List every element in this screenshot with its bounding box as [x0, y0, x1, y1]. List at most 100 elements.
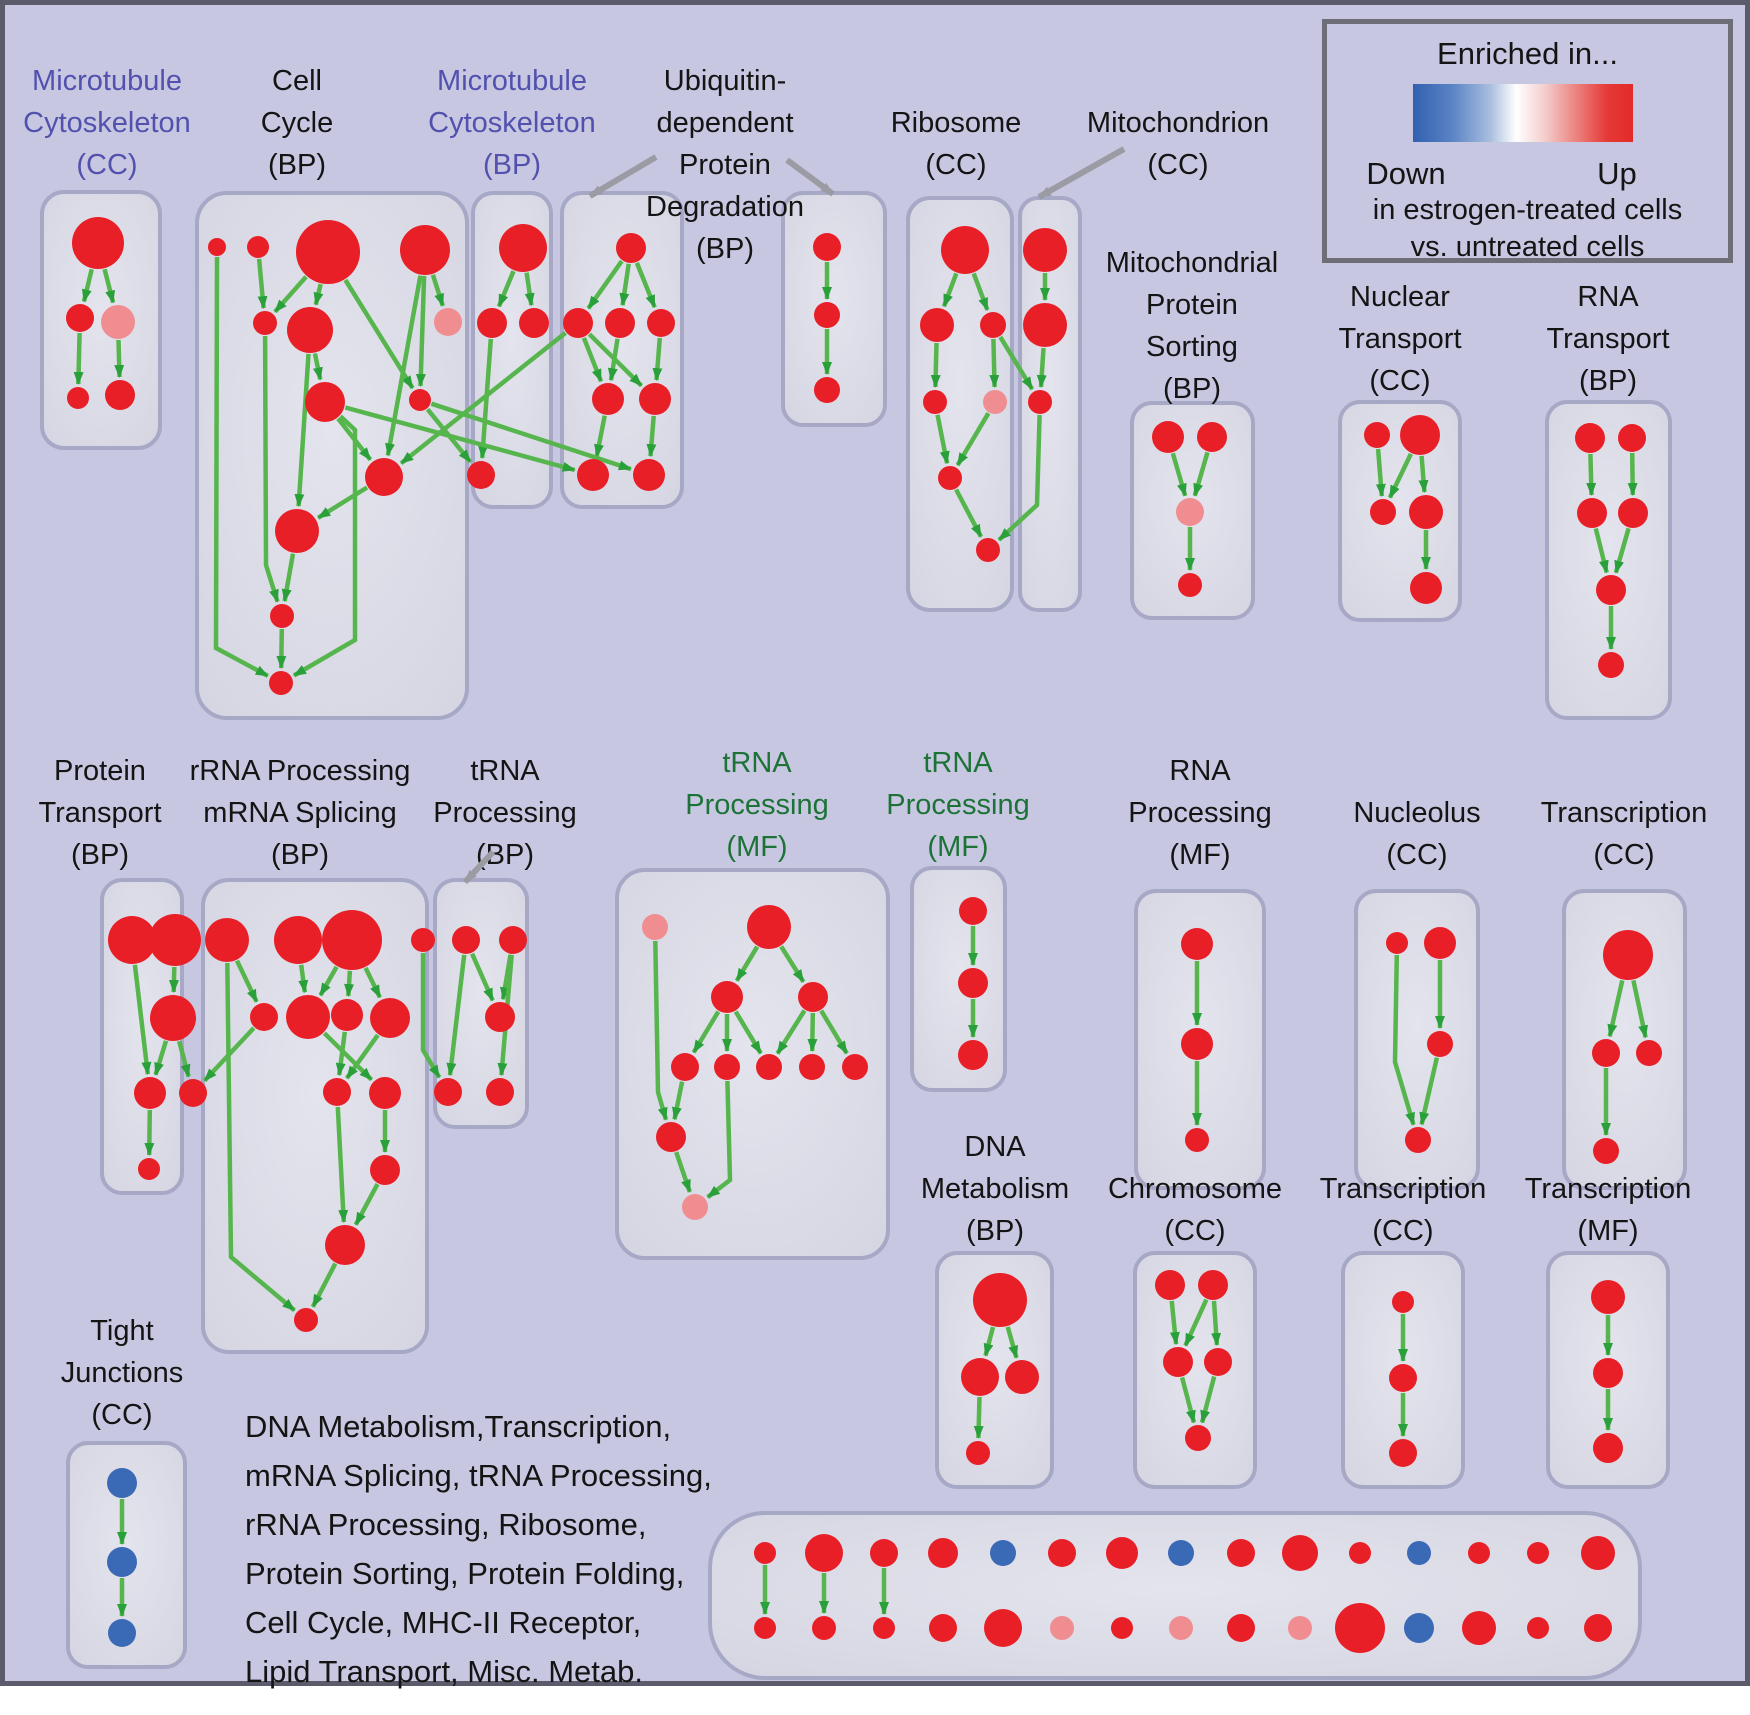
edge-arrow	[496, 270, 516, 308]
go-term-node	[938, 466, 962, 490]
edge-arrow	[1192, 451, 1210, 497]
go-term-node	[286, 995, 330, 1039]
go-term-node	[1111, 1617, 1133, 1639]
go-term-node	[1389, 1439, 1417, 1467]
edge-arrow	[941, 272, 959, 308]
go-term-node	[1048, 1539, 1076, 1567]
go-term-node	[275, 509, 319, 553]
edge-arrow	[256, 258, 268, 310]
cluster-label-transcription-mf: Transcription (MF)	[1525, 1173, 1692, 1247]
note-line: Cell Cycle, MHC-II Receptor,	[245, 1605, 642, 1640]
go-term-node	[1050, 1616, 1074, 1640]
go-term-node	[1593, 1358, 1623, 1388]
go-term-node	[1227, 1614, 1255, 1642]
edge-arrow	[281, 553, 296, 603]
cluster-box-transcription-cc-a	[1562, 889, 1687, 1190]
go-term-node	[269, 671, 293, 695]
go-term-node	[1197, 422, 1227, 452]
legend-subtitle-line1: in estrogen-treated cells	[1372, 194, 1683, 226]
go-term-node	[980, 312, 1006, 338]
go-term-node	[370, 998, 410, 1038]
go-term-node	[331, 999, 363, 1031]
go-term-node	[1577, 498, 1607, 528]
cluster-label-ribosome-cc: Ribosome (CC)	[891, 107, 1022, 181]
go-term-node	[639, 383, 671, 415]
legend-subtitle-line2: vs. untreated cells	[1410, 231, 1645, 263]
go-term-node	[1163, 1347, 1193, 1377]
edge-arrow	[168, 966, 179, 993]
go-term-node	[108, 1619, 136, 1647]
go-term-node	[671, 1053, 699, 1081]
go-term-node	[1155, 1270, 1185, 1300]
go-term-node	[138, 1158, 160, 1180]
edge-arrow	[420, 953, 442, 1079]
go-term-node	[134, 1077, 166, 1109]
go-term-node	[682, 1194, 708, 1220]
cluster-label-nucleolus-cc: Nucleolus (CC)	[1353, 797, 1480, 871]
go-term-node	[409, 389, 431, 411]
edge-arrow	[646, 415, 657, 458]
go-term-node	[805, 1534, 843, 1572]
go-term-node	[1527, 1542, 1549, 1564]
edge-arrow	[1593, 527, 1609, 574]
go-term-node	[747, 905, 791, 949]
edge-arrow	[415, 275, 427, 387]
go-term-node	[842, 1054, 868, 1080]
go-term-node	[642, 914, 668, 940]
edge-arrow	[1631, 979, 1648, 1039]
edge-arrow	[779, 945, 806, 983]
edge-arrow	[344, 405, 576, 473]
edge-arrow	[153, 1040, 169, 1076]
go-term-node	[486, 1078, 514, 1106]
edge-arrow	[989, 338, 1000, 388]
go-term-node	[812, 1616, 836, 1640]
edge-arrow	[734, 945, 760, 982]
edge-arrow	[399, 331, 567, 466]
go-term-node	[1204, 1348, 1232, 1376]
go-term-node	[253, 311, 277, 335]
edge-arrow	[671, 1081, 685, 1121]
edge-arrow	[262, 335, 280, 603]
go-term-node	[973, 1273, 1027, 1327]
edge-arrow	[430, 274, 445, 307]
edge-arrow	[81, 268, 94, 303]
edge-arrow	[954, 488, 983, 538]
go-term-node	[1028, 390, 1052, 414]
edge-arrow	[973, 1396, 984, 1439]
edge-arrow	[446, 954, 467, 1077]
edge-arrow	[1170, 452, 1188, 497]
edge-arrow	[587, 332, 644, 388]
go-term-node	[1349, 1542, 1371, 1564]
edge-arrow	[292, 414, 358, 678]
go-term-node	[920, 308, 954, 342]
go-term-node	[711, 981, 743, 1013]
edge-arrow	[652, 337, 663, 382]
edge-arrow	[1211, 1300, 1222, 1346]
go-term-node	[1427, 1031, 1453, 1057]
go-term-node	[499, 224, 547, 272]
go-term-node	[873, 1617, 895, 1639]
cluster-box-chromosome-cc	[1133, 1251, 1257, 1489]
edge-arrow	[619, 263, 631, 307]
edge-arrow	[313, 283, 324, 306]
cluster-label-rna-transport: RNA Transport (BP)	[1546, 281, 1669, 397]
go-term-node	[616, 233, 646, 263]
cluster-label-transcription-cc-a: Transcription (CC)	[1541, 797, 1708, 871]
edge-arrow	[1169, 1300, 1180, 1346]
legend-title: Enriched in...	[1437, 36, 1618, 71]
edge-arrow	[983, 1326, 996, 1357]
edge-arrow	[819, 1009, 849, 1055]
go-term-node	[1400, 415, 1440, 455]
cluster-label-ubiquitin-bp-1: Ubiquitin-dependent Protein Degradation (BP…	[646, 65, 804, 265]
cluster-box-microtubule-bp	[471, 191, 553, 509]
edge-arrow	[1005, 1326, 1019, 1359]
edge-arrow	[674, 1151, 692, 1193]
go-term-node	[1364, 422, 1390, 448]
go-term-node	[983, 390, 1007, 414]
edge-arrow	[955, 412, 991, 467]
go-term-node	[923, 390, 947, 414]
edge-arrow	[1179, 1376, 1197, 1424]
legend-down-label: Down	[1366, 156, 1446, 191]
go-term-node	[1370, 499, 1396, 525]
go-term-node	[452, 926, 480, 954]
